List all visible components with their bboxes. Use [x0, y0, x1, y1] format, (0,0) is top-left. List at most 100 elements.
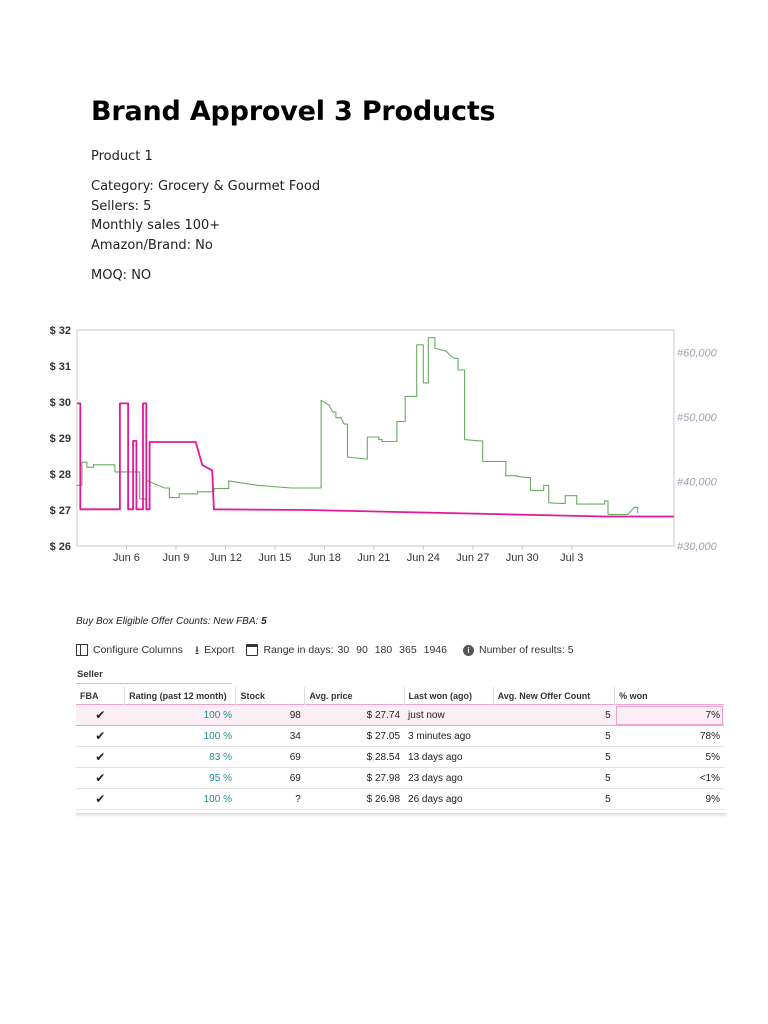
- y-right-tick-label: #30,000: [677, 541, 718, 553]
- offers-toolbar: Configure Columns ⭳ Export Range in days…: [76, 639, 726, 661]
- cell-price: $ 28.54: [304, 746, 405, 768]
- cell-avg-new: 5: [493, 704, 615, 726]
- cell-avg-new: 5: [493, 746, 615, 768]
- export-button[interactable]: ⭳ Export: [195, 644, 235, 656]
- cell-price: $ 27.74: [304, 704, 405, 726]
- cell-won: 9%: [614, 788, 724, 810]
- cell-avg-new: 5: [493, 767, 615, 789]
- offers-table: FBA Rating (past 12 month) Stock Avg. pr…: [76, 687, 724, 810]
- x-tick-label: Jun 27: [456, 552, 489, 564]
- y-left-tick-label: $ 29: [50, 433, 71, 445]
- cell-stock: ?: [235, 788, 305, 810]
- fba-check-icon: ✔: [76, 788, 125, 810]
- cell-stock: 34: [235, 725, 305, 747]
- x-tick-label: Jun 18: [308, 552, 341, 564]
- configure-columns-label: Configure Columns: [93, 644, 183, 656]
- y-left-tick-label: $ 32: [50, 325, 71, 337]
- range-option-1946[interactable]: 1946: [423, 644, 447, 656]
- cell-rating: 100 %: [124, 725, 236, 747]
- range-option-30[interactable]: 30: [337, 644, 350, 656]
- x-tick-label: Jun 9: [162, 552, 189, 564]
- y-right-tick-label: #60,000: [677, 348, 718, 360]
- detail-amazon-brand: Amazon/Brand: No: [91, 238, 213, 254]
- chart-svg: $ 32 $ 31 $ 30 $ 29 $ 28 $ 27 $ 26 #60,000 #50,0…: [50, 325, 718, 564]
- configure-columns-button[interactable]: Configure Columns: [76, 644, 183, 656]
- cell-rating: 100 %: [124, 704, 236, 726]
- y-right-tick-label: #40,000: [677, 477, 718, 489]
- x-tick-label: Jun 12: [209, 552, 242, 564]
- results-count: i Number of results: 5: [462, 644, 574, 656]
- calendar-icon: [246, 644, 259, 656]
- product-label: Product 1: [91, 149, 153, 164]
- col-avg-price[interactable]: Avg. price: [304, 687, 405, 705]
- x-tick-label: Jun 24: [407, 552, 440, 564]
- product-details: Category: Grocery & Gourmet Food Sellers…: [91, 177, 320, 256]
- table-row[interactable]: ✔ 83 % 69 $ 28.54 13 days ago 5 5%: [76, 746, 724, 768]
- columns-icon: [76, 644, 88, 656]
- cell-stock: 69: [235, 746, 305, 768]
- table-row[interactable]: ✔ 100 % ? $ 26.98 26 days ago 5 9%: [76, 788, 724, 810]
- offer-counts-title: Buy Box Eligible Offer Counts: New FBA: …: [76, 616, 726, 634]
- col-fba[interactable]: FBA: [76, 687, 126, 705]
- table-row[interactable]: ✔ 100 % 98 $ 27.74 just now 5 7%: [76, 704, 724, 726]
- cell-price: $ 26.98: [304, 788, 405, 810]
- info-icon: i: [462, 644, 474, 656]
- range-option-365[interactable]: 365: [399, 644, 417, 656]
- cell-rating: 100 %: [124, 788, 236, 810]
- table-row[interactable]: ✔ 95 % 69 $ 27.98 23 days ago 5 <1%: [76, 767, 724, 789]
- cell-rating: 95 %: [124, 767, 236, 789]
- y-right-tick-label: #50,000: [677, 412, 718, 424]
- cell-last-won: 26 days ago: [404, 788, 494, 810]
- offer-counts-label: Buy Box Eligible Offer Counts: New FBA:: [76, 616, 259, 627]
- rank-series-line: [77, 337, 639, 515]
- detail-category: Category: Grocery & Gourmet Food: [91, 179, 321, 194]
- table-row[interactable]: ✔ 100 % 34 $ 27.05 3 minutes ago 5 78%: [76, 725, 724, 747]
- col-percent-won[interactable]: % won: [619, 690, 648, 701]
- export-label: Export: [204, 644, 235, 656]
- price-series-line: [77, 402, 674, 518]
- cell-won: <1%: [614, 767, 724, 789]
- cell-won: 78%: [614, 725, 724, 747]
- cell-last-won: just now: [404, 704, 494, 726]
- results-value: 5: [567, 644, 574, 656]
- results-label: Number of results:: [478, 644, 565, 656]
- cell-price: $ 27.05: [304, 725, 405, 747]
- fba-check-icon: ✔: [76, 704, 125, 726]
- fba-check-icon: ✔: [76, 725, 125, 747]
- x-tick-label: Jun 15: [258, 552, 291, 564]
- download-icon: ⭳: [194, 643, 200, 657]
- x-tick-label: Jul 3: [560, 552, 583, 564]
- range-option-180[interactable]: 180: [374, 644, 393, 656]
- y-left-tick-label: $ 26: [50, 541, 71, 553]
- col-avg-new-offer-count[interactable]: Avg. New Offer Count: [493, 687, 616, 705]
- y-left-tick-label: $ 27: [50, 505, 71, 517]
- cell-rating: 83 %: [124, 746, 236, 768]
- offers-section: Buy Box Eligible Offer Counts: New FBA: …: [76, 616, 726, 814]
- range-label: Range in days:: [263, 644, 334, 656]
- cell-last-won: 13 days ago: [404, 746, 494, 768]
- cell-last-won: 23 days ago: [404, 767, 494, 789]
- offer-counts-value: 5: [261, 616, 267, 627]
- cell-won: 5%: [614, 746, 724, 768]
- cell-last-won: 3 minutes ago: [404, 725, 494, 747]
- cell-stock: 98: [235, 704, 305, 726]
- x-tick-label: Jun 21: [357, 552, 390, 564]
- plot-area-frame: [76, 329, 675, 547]
- detail-monthly-sales: Monthly sales 100+: [91, 218, 221, 234]
- seller-group-header[interactable]: Seller: [76, 667, 232, 684]
- cell-stock: 69: [235, 767, 305, 789]
- x-tick-label: Jun 30: [506, 552, 539, 564]
- range-option-90[interactable]: 90: [356, 644, 368, 656]
- price-history-chart: $ 32 $ 31 $ 30 $ 29 $ 28 $ 27 $ 26 #60,000 #50,0…: [40, 318, 730, 568]
- table-bottom-edge: [76, 810, 726, 814]
- y-left-tick-label: $ 28: [50, 469, 71, 481]
- col-rating[interactable]: Rating (past 12 month): [124, 687, 237, 705]
- fba-check-icon: ✔: [76, 767, 125, 789]
- col-stock[interactable]: Stock: [235, 687, 306, 705]
- cell-avg-new: 5: [493, 788, 615, 810]
- table-header-row: FBA Rating (past 12 month) Stock Avg. pr…: [76, 687, 724, 705]
- col-last-won[interactable]: Last won (ago): [404, 687, 494, 705]
- x-tick-label: Jun 6: [113, 552, 140, 564]
- detail-sellers: Sellers: 5: [91, 198, 152, 214]
- y-left-tick-label: $ 30: [50, 397, 71, 409]
